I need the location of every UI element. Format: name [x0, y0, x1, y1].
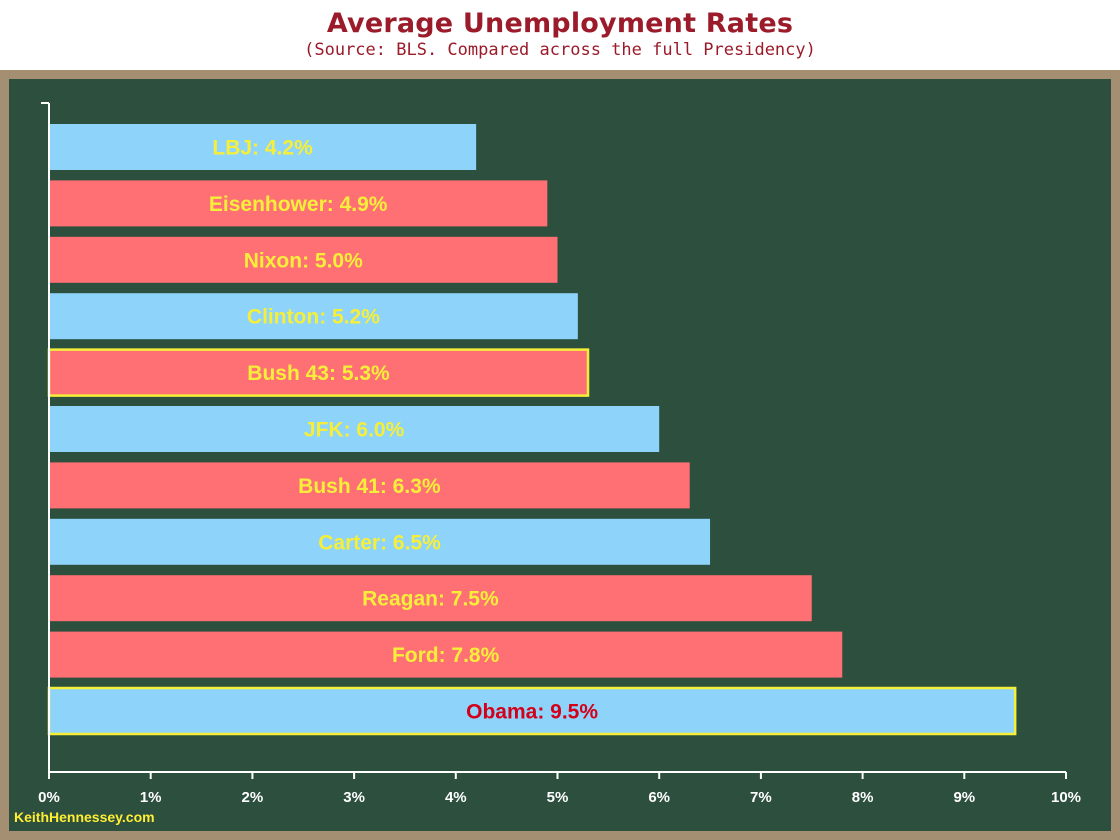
- bar-label: Clinton: 5.2%: [247, 306, 380, 329]
- bar-label: Nixon: 5.0%: [244, 249, 363, 272]
- bar: [49, 575, 812, 622]
- chart-title: Average Unemployment Rates: [326, 8, 794, 39]
- bar: [49, 518, 711, 565]
- x-tick-label: 0%: [38, 789, 60, 806]
- watermark: KeithHennessey.com: [14, 809, 155, 825]
- bar-label: Carter: 6.5%: [318, 531, 441, 554]
- bars-layer: LBJ: 4.2% Eisenhower: 4.9% Nixon: 5.0% Clin…: [47, 124, 1017, 736]
- bar: [47, 348, 590, 397]
- bar-label: Reagan: 7.5%: [362, 588, 499, 611]
- bar: [49, 124, 477, 170]
- bar-label: Ford: 7.8%: [392, 644, 500, 667]
- x-tick-label: 8%: [852, 789, 874, 806]
- chart-header: Average Unemployment Rates (Source: BLS.…: [0, 0, 1120, 70]
- x-tick-label: 1%: [140, 789, 162, 806]
- x-tick-label: 9%: [953, 789, 975, 806]
- axis-layer: 0% 1% 2% 3% 4% 5% 6% 7% 8% 9% 10%: [38, 102, 1081, 806]
- bar-label: Obama: 9.5%: [466, 701, 598, 724]
- bar: [49, 236, 558, 283]
- bar-label: Bush 43: 5.3%: [247, 362, 390, 385]
- bar: [49, 462, 690, 509]
- x-tick-label: 2%: [242, 789, 264, 806]
- chart-subtitle: (Source: BLS. Compared across the full P…: [304, 40, 816, 60]
- x-tick-label: 6%: [648, 789, 670, 806]
- x-tick-label: 4%: [445, 789, 467, 806]
- bar-label: Eisenhower: 4.9%: [209, 193, 388, 216]
- x-tick-label: 5%: [547, 789, 569, 806]
- x-tick-label: 3%: [343, 789, 365, 806]
- bar-label: Bush 41: 6.3%: [298, 475, 441, 498]
- bar: [49, 406, 660, 452]
- bar-label: LBJ: 4.2%: [212, 137, 313, 160]
- x-tick-label: 10%: [1051, 789, 1081, 806]
- x-tick-label: 7%: [750, 789, 772, 806]
- bar: [49, 180, 548, 227]
- bar-label: JFK: 6.0%: [304, 419, 405, 442]
- bar: [49, 293, 578, 340]
- bar: [49, 631, 843, 678]
